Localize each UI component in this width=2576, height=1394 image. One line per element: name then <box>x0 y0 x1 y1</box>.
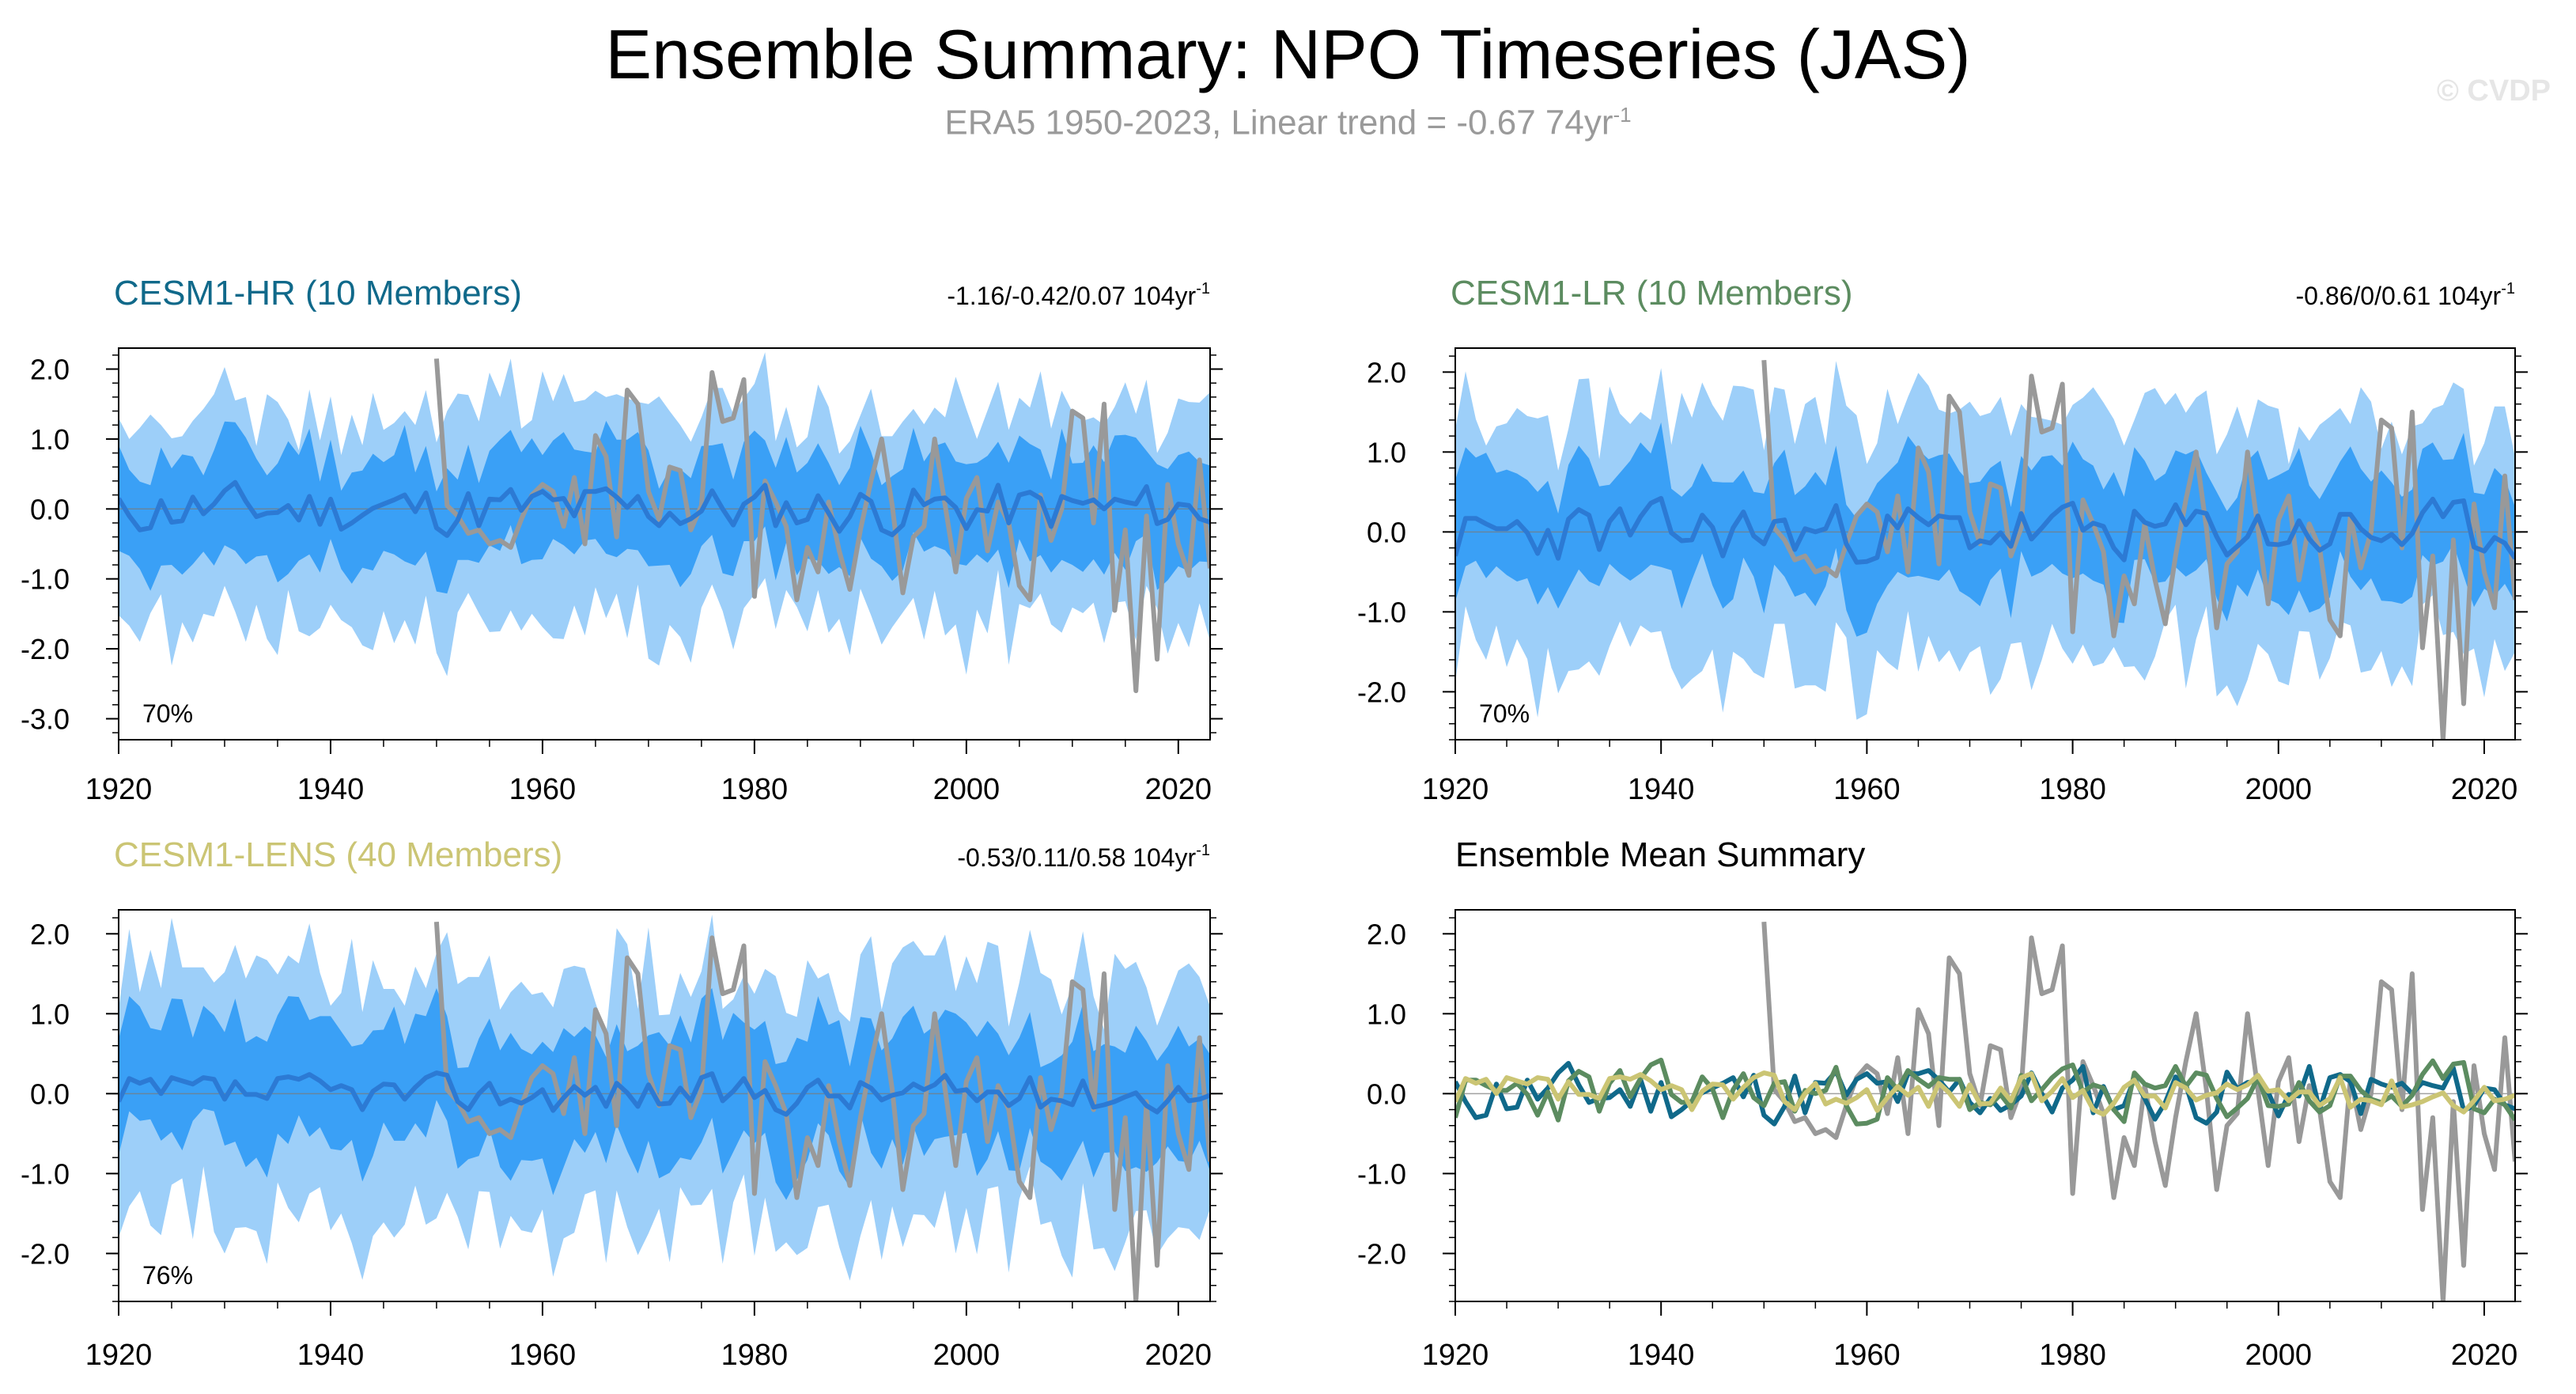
x-tick-label: 1940 <box>297 1339 365 1372</box>
y-tick-label: -1.0 <box>21 563 70 596</box>
x-tick-label: 1920 <box>85 1339 153 1372</box>
x-tick-label: 1920 <box>1422 1339 1489 1372</box>
trend-label: -0.53/0.11/0.58 104yr-1 <box>957 842 1210 872</box>
plot-frame <box>118 909 1211 1302</box>
trend-superscript: -1 <box>1196 280 1210 297</box>
panel-lr: CESM1-LR (10 Members) -0.86/0/0.61 104yr-… <box>1357 274 2528 806</box>
x-tick-label: 2000 <box>2245 773 2313 806</box>
plot-area <box>119 352 1210 694</box>
x-tick-label: 2020 <box>2451 773 2518 806</box>
era5-observed-line <box>433 358 1210 694</box>
x-tick-label: 1960 <box>509 1339 577 1372</box>
ensemble-mean-line <box>119 479 1210 538</box>
x-tick-label: 1940 <box>1628 773 1695 806</box>
ensemble-mean-line <box>1455 495 2515 565</box>
x-tick-label: 1980 <box>2039 1339 2106 1372</box>
subtitle-superscript: -1 <box>1613 103 1632 127</box>
y-tick-label: -1.0 <box>1357 596 1406 628</box>
trend-value: -0.53/0.11/0.58 104yr <box>957 843 1196 872</box>
panel-title: CESM1-LR (10 Members) <box>1451 274 1853 313</box>
x-tick-label: 1980 <box>721 773 789 806</box>
trend-superscript: -1 <box>2501 280 2515 297</box>
x-tick-label: 1960 <box>1833 773 1901 806</box>
era5-observed-line <box>1761 922 2515 1301</box>
x-tick-label: 1980 <box>721 1339 789 1372</box>
x-tick-label: 1940 <box>1628 1339 1695 1372</box>
x-tick-label: 1940 <box>297 773 365 806</box>
percent-label: 70% <box>142 699 193 728</box>
x-tick-label: 2020 <box>2451 1339 2518 1372</box>
x-tick-label: 2000 <box>933 1339 1001 1372</box>
plot-frame <box>1454 909 2516 1302</box>
subtitle-text: ERA5 1950-2023, Linear trend = -0.67 74y… <box>944 103 1613 142</box>
y-tick-label: -2.0 <box>1357 676 1406 708</box>
page-subtitle: ERA5 1950-2023, Linear trend = -0.67 74y… <box>0 103 2576 143</box>
x-tick-label: 2020 <box>1145 1339 1212 1372</box>
trend-label: -0.86/0/0.61 104yr-1 <box>2295 280 2515 310</box>
x-tick-label: 2000 <box>933 773 1001 806</box>
x-tick-label: 2000 <box>2245 1339 2313 1372</box>
panel-hr: CESM1-HR (10 Members) -1.16/-0.42/0.07 10… <box>21 274 1223 806</box>
lens-mean-line <box>1455 1070 2515 1117</box>
panel-lens: CESM1-LENS (40 Members) -0.53/0.11/0.58 1… <box>21 835 1223 1372</box>
y-tick-label: 1.0 <box>1367 436 1406 468</box>
y-tick-label: 2.0 <box>30 918 70 950</box>
y-tick-label: 2.0 <box>30 354 70 386</box>
panel-title: CESM1-HR (10 Members) <box>114 274 522 313</box>
y-tick-label: 0.0 <box>1367 516 1406 548</box>
y-tick-label: 1.0 <box>1367 998 1406 1030</box>
y-tick-label: 1.0 <box>30 998 70 1030</box>
ensemble-mean-line <box>119 1070 1210 1117</box>
trend-label: -1.16/-0.42/0.07 104yr-1 <box>947 280 1210 310</box>
panel-title: CESM1-LENS (40 Members) <box>114 835 562 874</box>
x-tick-label: 1960 <box>509 773 577 806</box>
cvdp-credit: © CVDP <box>2436 74 2551 108</box>
percent-label: 70% <box>1479 699 1530 728</box>
trend-value: -0.86/0/0.61 104yr <box>2295 282 2501 310</box>
panel-title: Ensemble Mean Summary <box>1455 835 1865 874</box>
page-title: Ensemble Summary: NPO Timeseries (JAS) <box>605 15 1971 93</box>
era5-observed-line <box>433 922 1210 1301</box>
x-tick-label: 1960 <box>1833 1339 1901 1372</box>
plot-frame <box>118 347 1211 741</box>
era5-observed-line <box>1761 360 2515 740</box>
percent-label: 76% <box>142 1261 193 1290</box>
y-tick-label: -2.0 <box>1357 1237 1406 1270</box>
y-tick-label: -2.0 <box>21 1237 70 1270</box>
y-tick-label: -1.0 <box>21 1157 70 1190</box>
x-tick-label: 2020 <box>1145 773 1212 806</box>
plot-area <box>119 915 1210 1301</box>
trend-value: -1.16/-0.42/0.07 104yr <box>947 282 1196 310</box>
y-tick-label: 0.0 <box>30 1078 70 1110</box>
y-tick-label: 2.0 <box>1367 356 1406 388</box>
plot-frame <box>1454 347 2516 741</box>
y-tick-label: 1.0 <box>30 423 70 456</box>
x-tick-label: 1920 <box>85 773 153 806</box>
x-tick-label: 1980 <box>2039 773 2106 806</box>
y-tick-label: -2.0 <box>21 633 70 665</box>
panel-summary: Ensemble Mean Summary 2.0 1.0 0.0 -1.0 -2.0 19… <box>1357 835 2528 1372</box>
y-tick-label: -3.0 <box>21 703 70 735</box>
y-tick-label: 0.0 <box>1367 1078 1406 1110</box>
x-tick-label: 1920 <box>1422 773 1489 806</box>
y-tick-label: 0.0 <box>30 493 70 525</box>
plot-area <box>1455 922 2515 1301</box>
trend-superscript: -1 <box>1196 842 1210 859</box>
y-tick-label: -1.0 <box>1357 1157 1406 1190</box>
plot-area <box>1455 360 2515 740</box>
y-tick-label: 2.0 <box>1367 918 1406 950</box>
